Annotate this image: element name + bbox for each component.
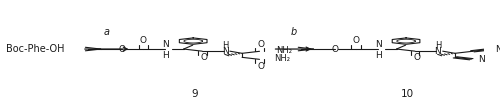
Text: N: N <box>376 40 382 49</box>
Text: NH₂: NH₂ <box>274 54 290 63</box>
Text: N: N <box>162 40 169 49</box>
Text: N: N <box>222 47 228 56</box>
Text: O: O <box>414 53 420 62</box>
Text: O: O <box>258 40 265 49</box>
Text: N: N <box>496 45 500 54</box>
Text: Boc-Phe-OH: Boc-Phe-OH <box>6 44 65 54</box>
Text: H: H <box>162 51 169 60</box>
Text: 9: 9 <box>191 88 198 98</box>
Text: N: N <box>434 47 442 56</box>
Text: O: O <box>332 44 338 54</box>
Text: NH₂: NH₂ <box>276 46 292 55</box>
Text: O: O <box>353 36 360 45</box>
Text: O: O <box>200 53 207 62</box>
Text: O: O <box>140 36 147 45</box>
Text: 10: 10 <box>400 88 413 98</box>
Text: O: O <box>258 62 265 70</box>
Text: b: b <box>290 27 296 37</box>
Text: O: O <box>118 44 126 54</box>
Text: H: H <box>222 41 228 50</box>
Text: H: H <box>434 41 441 50</box>
Text: a: a <box>104 27 110 37</box>
Text: N: N <box>478 55 484 64</box>
Text: H: H <box>376 51 382 60</box>
